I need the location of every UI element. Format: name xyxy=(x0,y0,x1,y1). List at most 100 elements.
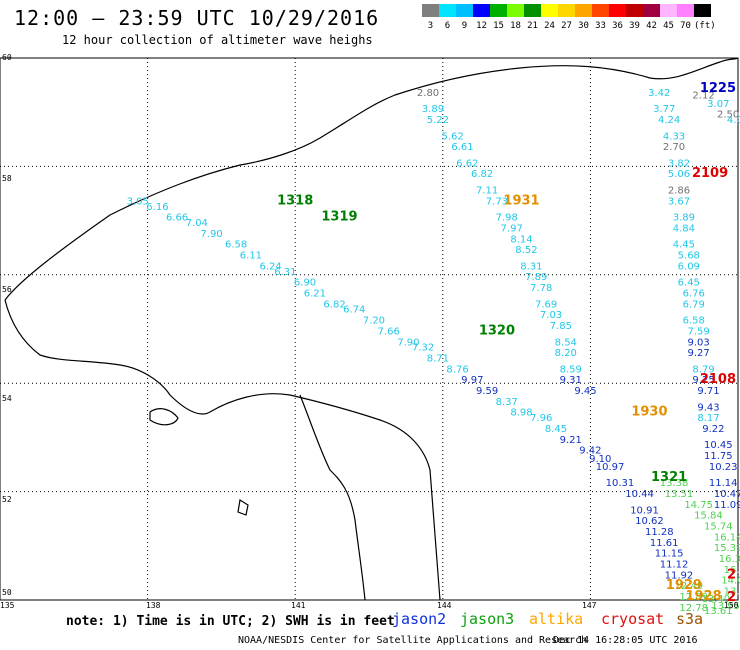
lon-label: 147 xyxy=(582,601,597,610)
wave-height-value: 10.62 xyxy=(635,516,664,527)
wave-height-value: 9.97 xyxy=(461,375,483,386)
wave-height-value: 11.75 xyxy=(704,451,733,462)
lat-label: 54 xyxy=(2,394,12,403)
wave-height-value: 11.92 xyxy=(665,570,694,581)
legend-swatch-label: 45 xyxy=(663,21,674,31)
legend-swatch-label: 15 xyxy=(493,21,504,31)
wave-height-value: 4.45 xyxy=(673,240,695,251)
wave-height-value: 9.27 xyxy=(688,348,710,359)
legend-swatch xyxy=(626,4,643,17)
pass-number-label: 1320 xyxy=(479,323,515,338)
pass-number-label: 1321 xyxy=(651,470,687,485)
legend-swatch xyxy=(541,4,558,17)
legend-swatch xyxy=(490,4,507,17)
wave-height-value: 8.98 xyxy=(510,408,532,419)
wave-height-value: 11.12 xyxy=(660,559,689,570)
legend-swatch-label: 27 xyxy=(561,21,572,31)
pass-number-label: 1930 xyxy=(631,405,667,420)
wave-height-value: 9.71 xyxy=(697,386,719,397)
wave-height-value: 9.42 xyxy=(579,446,601,457)
wave-height-value: 7.03 xyxy=(540,310,562,321)
wave-height-value: 12.78 xyxy=(679,603,708,614)
wave-height-value: 6.31 xyxy=(274,267,296,278)
legend-swatch xyxy=(694,4,711,17)
pass-number-label: 1931 xyxy=(503,193,539,208)
pass-number-label: 1318 xyxy=(277,193,313,208)
legend-swatch-label: 42 xyxy=(646,21,657,31)
legend-swatch xyxy=(609,4,626,17)
wave-height-value: 4.24 xyxy=(658,115,680,126)
wave-height-value: 8.37 xyxy=(496,397,518,408)
wave-height-value: 4.33 xyxy=(663,131,685,142)
legend-swatch-label: 6 xyxy=(444,21,451,31)
wave-height-value: 7.69 xyxy=(535,299,557,310)
wave-height-value: 7.96 xyxy=(530,413,552,424)
wave-height-value: 13.92 xyxy=(724,587,740,598)
wave-height-value: 6.16 xyxy=(146,202,168,213)
wave-height-value: 3.89 xyxy=(673,213,695,224)
coastline-okhotsk-north xyxy=(4,57,739,301)
wave-height-value: 6.58 xyxy=(225,240,247,251)
legend-swatch xyxy=(422,4,439,17)
pass-number-label: 2109 xyxy=(692,166,728,181)
wave-height-value: 13.61 xyxy=(704,606,733,617)
wave-height-value: 6.58 xyxy=(683,316,705,327)
legend-swatch xyxy=(524,4,541,17)
lat-label: 58 xyxy=(2,174,12,183)
wave-height-value: 16.47 xyxy=(724,565,740,576)
wave-height-value: 3.42 xyxy=(648,88,670,99)
credit-text: NOAA/NESDIS Center for Satellite Applica… xyxy=(238,635,588,646)
pass-number-label: 1225 xyxy=(700,81,736,96)
lon-label: 144 xyxy=(437,601,452,610)
wave-height-value: 15.74 xyxy=(704,522,733,533)
wave-height-value: 15.39 xyxy=(714,543,740,554)
wave-height-value: 6.76 xyxy=(683,288,705,299)
lat-label: 52 xyxy=(2,495,12,504)
lon-label: 150 xyxy=(724,601,739,610)
pass-number-label: 2 xyxy=(727,567,736,582)
wave-height-value: 6.79 xyxy=(683,299,705,310)
legend-swatch-label: 30 xyxy=(578,21,589,31)
wave-height-value: 11.61 xyxy=(650,538,679,549)
legend-swatch-label: 9 xyxy=(461,21,468,31)
wave-height-values: 2.803.895.225.626.616.626.827.117.737.98… xyxy=(127,88,740,617)
wave-height-value: 9.43 xyxy=(697,402,719,413)
legend-swatch xyxy=(575,4,592,17)
wave-height-value: 9.31 xyxy=(560,375,582,386)
legend-swatch xyxy=(592,4,609,17)
legend-s3a: s3a xyxy=(676,610,704,628)
wave-height-value: 10.97 xyxy=(596,462,625,473)
lat-lon-grid xyxy=(0,58,738,600)
coastline xyxy=(4,57,739,601)
wave-height-value: 8.54 xyxy=(555,337,577,348)
legend-jason2: jason2 xyxy=(392,610,447,628)
legend-swatch-label: 3 xyxy=(427,21,434,31)
wave-height-value: 3.77 xyxy=(653,104,675,115)
wave-height-value: 13.38 xyxy=(660,478,689,489)
wave-height-value: 13.40 xyxy=(702,594,731,605)
wave-height-value: 6.66 xyxy=(166,213,188,224)
lat-label: 50 xyxy=(2,588,12,597)
wave-height-value: 6.09 xyxy=(678,261,700,272)
wave-height-value: 12.89 xyxy=(679,592,708,603)
legend-swatch-label: 33 xyxy=(595,21,606,31)
pass-number-label: 1929 xyxy=(666,578,702,593)
legend-swatch xyxy=(439,4,456,17)
legend-swatch xyxy=(660,4,677,17)
wave-height-value: 11.28 xyxy=(645,527,674,538)
wave-height-value: 5.06 xyxy=(668,169,690,180)
wave-height-value: 10.44 xyxy=(625,489,654,500)
wave-height-value: 11.09 xyxy=(714,500,740,511)
wave-height-value: 8.71 xyxy=(427,354,449,365)
wave-height-value: 7.32 xyxy=(412,343,434,354)
wave-height-value: 9.45 xyxy=(574,386,596,397)
wave-height-value: 13.51 xyxy=(665,489,694,500)
pass-number-label: 2 xyxy=(727,590,736,605)
wave-height-value: 2.50 xyxy=(717,110,739,121)
coastline-west xyxy=(4,299,441,601)
wave-height-value: 16.14 xyxy=(714,532,740,543)
page-title: 12:00 – 23:59 UTC 10/29/2016 xyxy=(14,6,380,30)
wave-height-value: 3.82 xyxy=(668,158,690,169)
wave-height-value: 6.90 xyxy=(294,278,316,289)
